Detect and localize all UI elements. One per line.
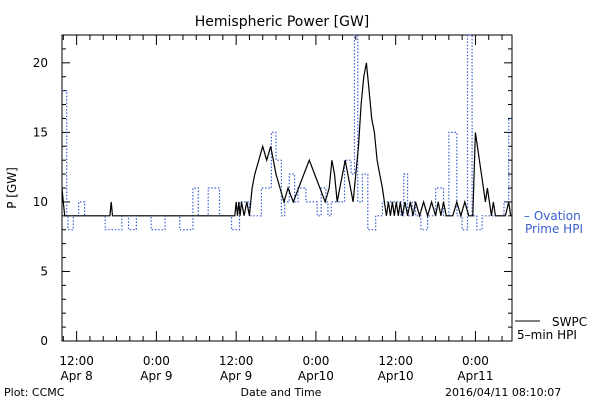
series-ovation-prime-hpi: [62, 34, 512, 231]
x-tick-label-date: Apr 9: [220, 369, 252, 383]
x-tick-label-time: 0:00: [302, 354, 329, 368]
x-tick-label-time: 12:00: [59, 354, 94, 368]
footer-right: 2016/04/11 08:10:07: [445, 386, 561, 399]
series-swpc-5min-hpi: [61, 62, 512, 218]
legend: – Ovation Prime HPI SWPC 5–min HPI: [515, 209, 587, 342]
legend-swpc-line2: 5–min HPI: [517, 328, 577, 342]
x-tick-label-date: Apr 9: [140, 369, 172, 383]
x-tick-label-date: Apr 8: [61, 369, 93, 383]
series-layer: [61, 34, 512, 231]
legend-ovation-line1: – Ovation: [524, 209, 581, 223]
x-tick-label-time: 12:00: [378, 354, 413, 368]
x-tick-label-time: 0:00: [143, 354, 170, 368]
y-axis-label: P [GW]: [5, 167, 19, 209]
x-tick-label-time: 12:00: [219, 354, 254, 368]
legend-swpc-line1: SWPC: [552, 315, 587, 329]
y-tick-label: 5: [40, 264, 48, 278]
x-tick-label-time: 0:00: [462, 354, 489, 368]
y-tick-label: 20: [33, 56, 48, 70]
y-tick-label: 10: [33, 195, 48, 209]
x-tick-label-date: Apr10: [298, 369, 334, 383]
x-tick-label-date: Apr10: [378, 369, 414, 383]
legend-ovation-line2: Prime HPI: [525, 222, 583, 236]
x-axis-label: Date and Time: [241, 386, 322, 399]
x-tick-label-date: Apr11: [457, 369, 493, 383]
y-tick-label: 15: [33, 125, 48, 139]
y-axis: 0 5 10 15 20: [33, 34, 512, 348]
y-tick-label: 0: [40, 334, 48, 348]
plot-frame: [61, 34, 513, 342]
footer-left: Plot: CCMC: [4, 386, 65, 399]
chart-title: Hemispheric Power [GW]: [195, 14, 370, 30]
